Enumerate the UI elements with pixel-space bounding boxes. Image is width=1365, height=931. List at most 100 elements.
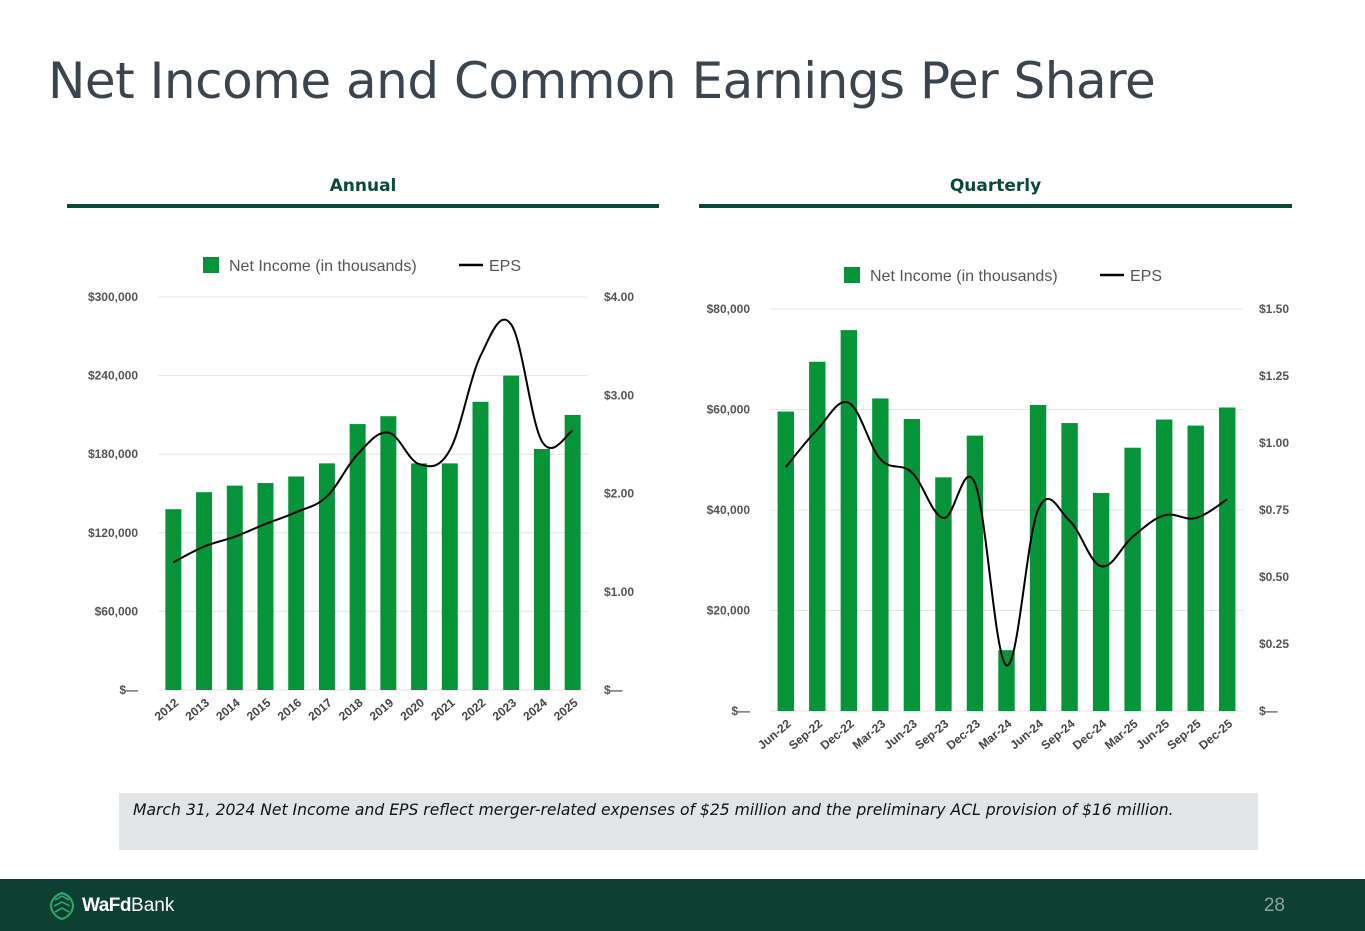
bar-Jun-23 bbox=[903, 419, 921, 711]
left-axis-tick-label: $20,000 bbox=[707, 604, 751, 618]
legend-line-label: EPS bbox=[489, 258, 521, 275]
bar-Sep-23 bbox=[935, 477, 952, 711]
x-axis-tick-label: 2017 bbox=[305, 695, 335, 723]
right-axis-tick-label: $1.00 bbox=[604, 585, 634, 599]
bar-Mar-24 bbox=[998, 650, 1015, 711]
page-title: Net Income and Common Earnings Per Share bbox=[48, 52, 1156, 110]
bar-Dec-25 bbox=[1219, 407, 1236, 711]
x-axis-tick-label: 2018 bbox=[336, 695, 366, 723]
footnote: March 31, 2024 Net Income and EPS reflec… bbox=[119, 793, 1258, 850]
page-number: 28 bbox=[1263, 895, 1285, 916]
legend-bar-swatch bbox=[203, 257, 219, 273]
bar-2012 bbox=[165, 509, 182, 690]
legend-bar-label: Net Income (in thousands) bbox=[870, 268, 1058, 285]
bar-2013 bbox=[196, 492, 213, 690]
annual-divider bbox=[67, 204, 659, 208]
brand-name-regular: Bank bbox=[131, 895, 175, 916]
x-axis-tick-label: 2019 bbox=[367, 695, 397, 723]
x-axis-tick-label: 2016 bbox=[275, 695, 305, 723]
x-axis-tick-label: Sep-24 bbox=[1038, 716, 1077, 752]
left-axis-tick-label: $40,000 bbox=[707, 503, 751, 517]
left-axis-tick-label: $180,000 bbox=[88, 447, 138, 461]
right-axis-tick-label: $1.00 bbox=[1259, 436, 1289, 450]
bar-Dec-24 bbox=[1092, 492, 1110, 711]
x-axis-tick-label: Sep-25 bbox=[1164, 716, 1203, 752]
quarterly-divider bbox=[699, 204, 1292, 208]
right-axis-tick-label: $1.25 bbox=[1259, 369, 1289, 383]
bar-2014 bbox=[226, 485, 243, 690]
x-axis-tick-label: Mar-25 bbox=[1102, 716, 1141, 752]
bar-2017 bbox=[318, 463, 335, 690]
wafd-emblem-icon bbox=[49, 891, 75, 921]
x-axis-tick-label: Jun-23 bbox=[881, 716, 920, 752]
x-axis-tick-label: 2015 bbox=[244, 695, 274, 723]
bar-2020 bbox=[411, 463, 428, 690]
x-axis-tick-label: 2024 bbox=[520, 695, 550, 723]
x-axis-tick-label: 2013 bbox=[183, 695, 213, 723]
bar-2025 bbox=[564, 414, 581, 690]
left-axis-tick-label: $120,000 bbox=[88, 526, 138, 540]
x-axis-tick-label: Jun-22 bbox=[755, 716, 794, 752]
bar-Sep-22 bbox=[809, 361, 826, 711]
bar-2019 bbox=[380, 416, 397, 690]
bar-Mar-23 bbox=[872, 398, 889, 711]
x-axis-tick-label: 2022 bbox=[459, 695, 489, 723]
left-axis-tick-label: $80,000 bbox=[707, 302, 751, 316]
bar-Dec-23 bbox=[966, 435, 984, 711]
quarterly-heading: Quarterly bbox=[949, 176, 1042, 196]
bar-Mar-25 bbox=[1124, 447, 1141, 711]
right-axis-tick-label: $4.00 bbox=[604, 290, 634, 304]
right-axis-tick-label: $1.50 bbox=[1259, 302, 1289, 316]
quarterly-chart: $— $20,000 $40,000 $60,000 $80,000 $— $0.25 $0.… bbox=[707, 267, 1289, 753]
right-axis-tick-label: $0.75 bbox=[1259, 503, 1289, 517]
bar-2015 bbox=[257, 483, 274, 690]
bar-2016 bbox=[288, 476, 305, 690]
eps-line bbox=[785, 400, 1228, 667]
x-axis-tick-label: 2025 bbox=[551, 695, 581, 723]
bar-2023 bbox=[503, 375, 520, 690]
left-axis-tick-label: $— bbox=[119, 683, 138, 697]
x-axis-tick-label: 2014 bbox=[213, 695, 243, 723]
annual-heading: Annual bbox=[329, 176, 397, 196]
eps-line bbox=[172, 318, 574, 564]
x-axis-tick-label: Sep-23 bbox=[912, 716, 951, 752]
x-axis-tick-label: Dec-24 bbox=[1070, 716, 1109, 752]
x-axis-tick-label: Jun-24 bbox=[1007, 716, 1046, 752]
right-axis-tick-label: $— bbox=[1259, 704, 1278, 718]
bar-2022 bbox=[472, 401, 489, 690]
bar-2021 bbox=[441, 463, 458, 690]
left-axis-tick-label: $240,000 bbox=[88, 369, 138, 383]
brand-name-bold: WaFd bbox=[82, 895, 132, 916]
bar-2024 bbox=[533, 448, 550, 690]
footer-bar: WaFd Bank 28 bbox=[0, 879, 1365, 931]
legend-bar-swatch bbox=[844, 267, 860, 283]
x-axis-tick-label: Sep-22 bbox=[786, 716, 825, 752]
annual-chart: $— $60,000 $120,000 $180,000 $240,000 $300,00… bbox=[88, 257, 634, 723]
legend-line-label: EPS bbox=[1130, 268, 1162, 285]
x-axis-tick-label: 2021 bbox=[428, 695, 458, 723]
x-axis-tick-label: Jun-25 bbox=[1133, 716, 1172, 752]
bar-2018 bbox=[349, 424, 366, 690]
legend-bar-label: Net Income (in thousands) bbox=[229, 258, 417, 275]
x-axis-tick-label: Dec-25 bbox=[1196, 716, 1235, 752]
left-axis-tick-label: $60,000 bbox=[707, 403, 751, 417]
right-axis-tick-label: $0.25 bbox=[1259, 637, 1289, 651]
wafd-logo[interactable]: WaFd Bank bbox=[46, 891, 175, 921]
x-axis-tick-label: 2023 bbox=[490, 695, 520, 723]
bar-Sep-24 bbox=[1061, 423, 1078, 711]
left-axis-tick-label: $60,000 bbox=[95, 604, 139, 618]
x-axis-tick-label: Dec-22 bbox=[818, 716, 857, 752]
x-axis-tick-label: Mar-24 bbox=[976, 716, 1015, 752]
right-axis-tick-label: $0.50 bbox=[1259, 570, 1289, 584]
bar-Jun-22 bbox=[777, 411, 794, 711]
bar-Dec-22 bbox=[840, 330, 858, 711]
left-axis-tick-label: $300,000 bbox=[88, 290, 138, 304]
x-axis-tick-label: Dec-23 bbox=[944, 716, 983, 752]
bar-Jun-25 bbox=[1155, 419, 1173, 711]
x-axis-tick-label: Mar-23 bbox=[850, 716, 889, 752]
bar-Jun-24 bbox=[1029, 404, 1047, 711]
right-axis-tick-label: $3.00 bbox=[604, 388, 634, 402]
x-axis-tick-label: 2012 bbox=[152, 695, 182, 723]
right-axis-tick-label: $— bbox=[604, 683, 623, 697]
x-axis-tick-label: 2020 bbox=[398, 695, 428, 723]
